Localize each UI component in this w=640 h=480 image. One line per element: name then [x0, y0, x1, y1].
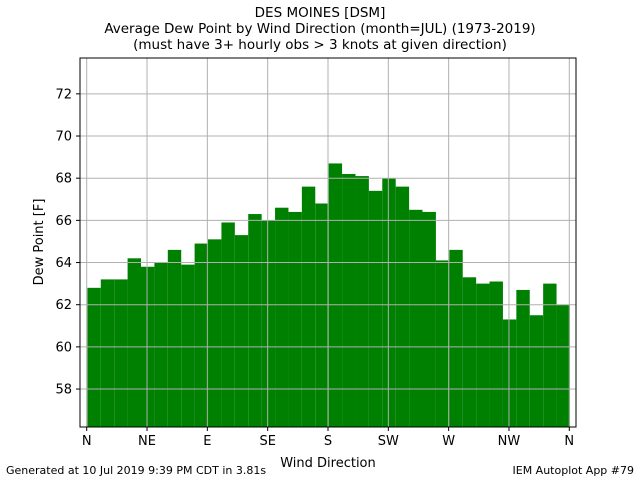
bar-60 [167, 249, 182, 427]
bar-350 [556, 304, 570, 427]
bar-330 [529, 315, 544, 427]
bar-290 [476, 283, 490, 427]
y-tick-label: 72 [55, 87, 72, 102]
bar-80 [194, 243, 209, 427]
bar-300 [489, 281, 503, 427]
bar-10 [100, 279, 115, 427]
bar-310 [502, 319, 517, 427]
bar-0 [87, 287, 101, 427]
y-tick-label: 68 [55, 172, 72, 187]
bar-130 [261, 220, 276, 427]
chart-subtitle-1: Average Dew Point by Wind Direction (mon… [104, 21, 536, 37]
bar-110 [234, 235, 249, 427]
chart-title: DES MOINES [DSM] [254, 5, 386, 21]
bar-180 [328, 163, 343, 427]
x-tick-label: SW [378, 434, 399, 449]
y-tick-label: 58 [55, 383, 72, 398]
bar-250 [422, 211, 436, 427]
bar-280 [462, 277, 477, 427]
y-tick-label: 60 [55, 340, 72, 355]
footer-generated: Generated at 10 Jul 2019 9:39 PM CDT in … [6, 464, 267, 477]
ticks-layer: N NE E SE S SW W NW N 58 60 62 64 66 68 70 72 [55, 87, 574, 449]
grid-layer [80, 58, 576, 427]
y-tick-label: 64 [55, 256, 72, 271]
bar-100 [221, 222, 235, 427]
bar-200 [355, 176, 369, 427]
bar-140 [275, 207, 289, 427]
footer-app: IEM Autoplot App #79 [512, 464, 635, 477]
x-tick-label: NE [138, 434, 156, 449]
bar-270 [449, 249, 463, 427]
x-axis-label: Wind Direction [280, 456, 376, 471]
bar-210 [368, 190, 383, 427]
chart-subtitle-2: (must have 3+ hourly obs > 3 knots at gi… [133, 37, 507, 53]
bar-220 [382, 178, 396, 427]
bar-120 [248, 214, 262, 427]
x-tick-label: NW [498, 434, 521, 449]
y-tick-label: 70 [55, 130, 72, 145]
bar-50 [154, 262, 168, 427]
y-axis-label: Dew Point [F] [32, 199, 47, 286]
bar-240 [409, 209, 423, 427]
x-tick-label: E [203, 434, 211, 449]
x-tick-label: N [82, 434, 92, 449]
x-tick-label: W [442, 434, 455, 449]
x-tick-label: N [564, 434, 574, 449]
bar-340 [543, 283, 557, 427]
bar-30 [127, 258, 141, 427]
x-tick-label: SE [259, 434, 275, 449]
bar-160 [301, 186, 316, 427]
bar-70 [181, 264, 195, 427]
bar-230 [395, 186, 410, 427]
bar-150 [288, 211, 302, 427]
x-tick-label: S [324, 434, 332, 449]
bar-170 [315, 203, 329, 427]
bar-20 [114, 279, 128, 427]
y-tick-label: 66 [55, 214, 72, 229]
bar-320 [516, 289, 530, 427]
bar-260 [435, 260, 450, 427]
bars-layer [87, 163, 570, 427]
bar-190 [342, 173, 356, 427]
bar-90 [208, 239, 222, 427]
y-tick-label: 62 [55, 298, 72, 313]
